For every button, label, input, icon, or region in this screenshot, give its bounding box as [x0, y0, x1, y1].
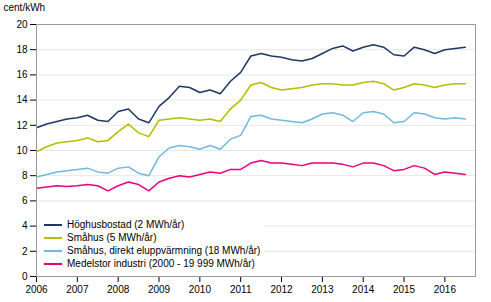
- svg-text:2015: 2015: [393, 284, 416, 295]
- svg-text:2014: 2014: [352, 284, 375, 295]
- svg-text:0: 0: [22, 271, 28, 282]
- svg-text:8: 8: [22, 170, 28, 181]
- svg-text:16: 16: [16, 69, 28, 80]
- svg-text:18: 18: [16, 44, 28, 55]
- html-text:Småhus, direkt eluppvärmning (: Småhus, direkt eluppvärmning (18 MWh/år): [67, 245, 261, 256]
- svg-text:12: 12: [16, 120, 28, 131]
- svg-text:2008: 2008: [107, 284, 130, 295]
- svg-text:2013: 2013: [311, 284, 334, 295]
- svg-text:10: 10: [16, 145, 28, 156]
- html-text:Småhus (5 MWh/år): Småhus (5 MWh/år): [67, 232, 157, 243]
- html-text:Höghusbostad (2 MWh/år): Höghusbostad (2 MWh/år): [67, 219, 185, 230]
- svg-text:14: 14: [16, 94, 28, 105]
- svg-text:4: 4: [22, 220, 28, 231]
- svg-text:cent/kWh: cent/kWh: [4, 2, 46, 13]
- svg-text:2006: 2006: [25, 284, 48, 295]
- svg-text:2011: 2011: [230, 284, 252, 295]
- svg-text:2007: 2007: [66, 284, 89, 295]
- svg-text:2: 2: [22, 246, 28, 257]
- svg-text:2016: 2016: [434, 284, 457, 295]
- svg-text:2012: 2012: [270, 284, 293, 295]
- html-text:Medelstor industri (2000 - 19: Medelstor industri (2000 - 19 999 MWh/år…: [67, 258, 255, 269]
- svg-text:20: 20: [16, 19, 28, 30]
- svg-text:2009: 2009: [148, 284, 171, 295]
- svg-text:2010: 2010: [189, 284, 212, 295]
- svg-text:6: 6: [22, 195, 28, 206]
